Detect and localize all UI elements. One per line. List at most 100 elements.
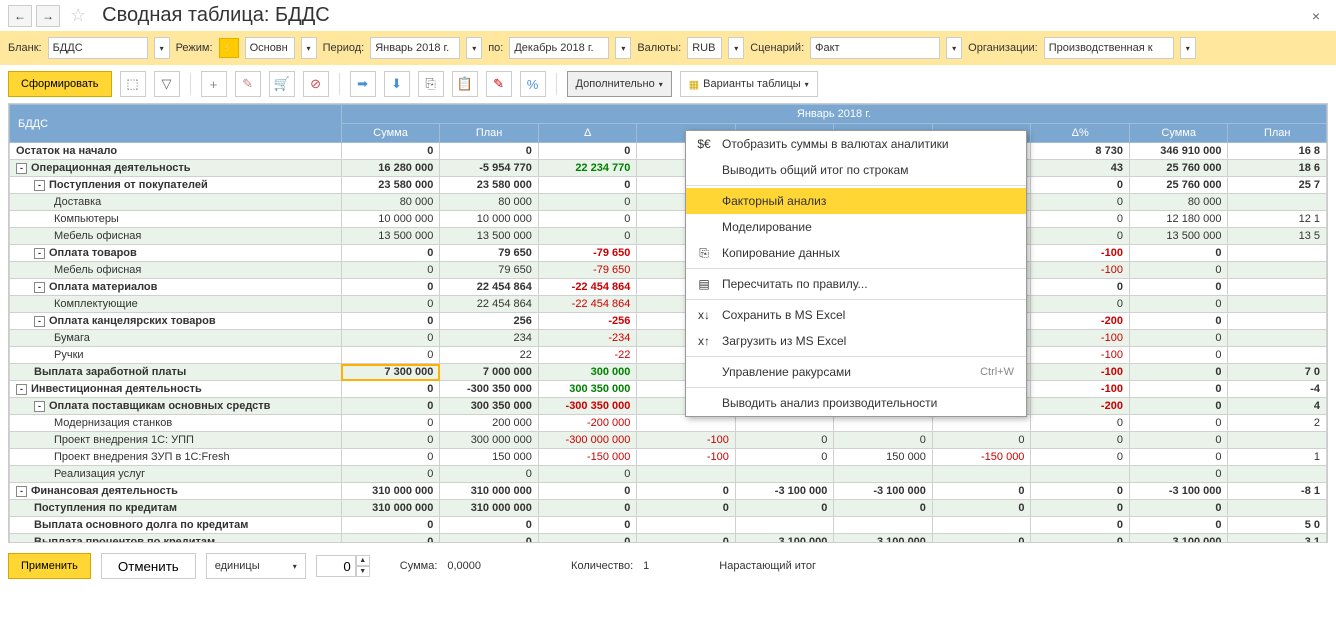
table-cell[interactable]: -300 350 000: [538, 398, 637, 415]
table-cell[interactable]: 80 000: [341, 194, 440, 211]
table-cell[interactable]: -79 650: [538, 262, 637, 279]
table-cell[interactable]: 0: [1031, 449, 1130, 466]
table-cell[interactable]: 0: [341, 347, 440, 364]
table-cell[interactable]: 0: [538, 517, 637, 534]
table-cell[interactable]: 0: [834, 500, 933, 517]
table-cell[interactable]: -100: [1031, 262, 1130, 279]
table-cell[interactable]: -300 000 000: [538, 432, 637, 449]
menu-item[interactable]: Выводить анализ производительности: [686, 390, 1026, 416]
table-cell[interactable]: [1228, 296, 1327, 313]
table-cell[interactable]: -5 954 770: [440, 160, 539, 177]
menu-item[interactable]: Факторный анализ: [686, 188, 1026, 214]
cancel-button[interactable]: Отменить: [101, 553, 196, 579]
table-row-label[interactable]: Ручки: [10, 347, 342, 364]
paste-icon[interactable]: 📋: [452, 71, 478, 97]
table-cell[interactable]: [637, 415, 736, 432]
extra-dropdown-button[interactable]: Дополнительно ▾: [567, 71, 672, 97]
nav-forward-button[interactable]: →: [36, 5, 60, 27]
table-cell[interactable]: 0: [932, 483, 1031, 500]
tree-toggle-icon[interactable]: -: [16, 486, 27, 497]
table-cell[interactable]: -256: [538, 313, 637, 330]
table-row-label[interactable]: -Оплата материалов: [10, 279, 342, 296]
table-row-label[interactable]: Реализация услуг: [10, 466, 342, 483]
table-cell[interactable]: 13 5: [1228, 228, 1327, 245]
table-column-header[interactable]: Сумма: [341, 124, 440, 143]
table-cell[interactable]: [834, 415, 933, 432]
table-cell[interactable]: 0: [637, 534, 736, 544]
table-cell[interactable]: -200: [1031, 398, 1130, 415]
table-cell[interactable]: 22: [440, 347, 539, 364]
favorite-star-icon[interactable]: ☆: [70, 5, 86, 26]
table-cell[interactable]: -3 100 000: [834, 483, 933, 500]
table-cell[interactable]: 18 6: [1228, 160, 1327, 177]
table-cell[interactable]: 0: [1129, 347, 1228, 364]
table-cell[interactable]: 12 1: [1228, 211, 1327, 228]
menu-item[interactable]: ⎘Копирование данных: [686, 240, 1026, 266]
table-cell[interactable]: 0: [1129, 330, 1228, 347]
table-cell[interactable]: 0: [1031, 194, 1130, 211]
table-cell[interactable]: -100: [1031, 364, 1130, 381]
table-cell[interactable]: [1228, 466, 1327, 483]
cube-icon[interactable]: ⬚: [120, 71, 146, 97]
table-cell[interactable]: 0: [1129, 398, 1228, 415]
table-cell[interactable]: [1228, 194, 1327, 211]
cart-icon[interactable]: 🛒: [269, 71, 295, 97]
table-cell[interactable]: 0: [1031, 483, 1130, 500]
table-cell[interactable]: 12 180 000: [1129, 211, 1228, 228]
tree-toggle-icon[interactable]: -: [34, 180, 45, 191]
org-dropdown[interactable]: ▾: [1180, 37, 1196, 59]
table-cell[interactable]: [1228, 313, 1327, 330]
tree-toggle-icon[interactable]: -: [34, 401, 45, 412]
table-row-label[interactable]: Выплата заработной платы: [10, 364, 342, 381]
table-cell[interactable]: [932, 517, 1031, 534]
table-cell[interactable]: 22 234 770: [538, 160, 637, 177]
table-cell[interactable]: 0: [637, 483, 736, 500]
table-cell[interactable]: 0: [1129, 245, 1228, 262]
table-row-label[interactable]: Комплектующие: [10, 296, 342, 313]
menu-item[interactable]: $€Отобразить суммы в валютах аналитики: [686, 131, 1026, 157]
table-cell[interactable]: [1228, 500, 1327, 517]
table-row-label[interactable]: Остаток на начало: [10, 143, 342, 160]
table-cell[interactable]: 300 000 000: [440, 432, 539, 449]
table-cell[interactable]: 0: [440, 534, 539, 544]
table-cell[interactable]: 310 000 000: [440, 500, 539, 517]
table-cell[interactable]: 4: [1228, 398, 1327, 415]
spinner-up[interactable]: ▲: [356, 555, 370, 566]
table-cell[interactable]: 0: [538, 177, 637, 194]
tree-toggle-icon[interactable]: -: [34, 248, 45, 259]
table-row-label[interactable]: Мебель офисная: [10, 262, 342, 279]
table-cell[interactable]: 5 0: [1228, 517, 1327, 534]
table-cell[interactable]: 7 000 000: [440, 364, 539, 381]
table-column-header[interactable]: План: [440, 124, 539, 143]
table-cell[interactable]: 0: [1031, 177, 1130, 194]
table-cell[interactable]: 0: [1031, 432, 1130, 449]
menu-item[interactable]: Управление ракурсамиCtrl+W: [686, 359, 1026, 385]
table-row-label[interactable]: Поступления по кредитам: [10, 500, 342, 517]
table-cell[interactable]: 3 100 000: [834, 534, 933, 544]
table-cell[interactable]: 0: [341, 143, 440, 160]
table-cell[interactable]: 0: [341, 330, 440, 347]
table-cell[interactable]: 23 580 000: [440, 177, 539, 194]
table-cell[interactable]: 0: [1129, 466, 1228, 483]
table-cell[interactable]: 0: [538, 228, 637, 245]
table-cell[interactable]: -234: [538, 330, 637, 347]
table-cell[interactable]: 7 0: [1228, 364, 1327, 381]
table-cell[interactable]: 0: [440, 143, 539, 160]
table-cell[interactable]: 0: [735, 449, 834, 466]
table-cell[interactable]: 80 000: [440, 194, 539, 211]
table-column-header[interactable]: Сумма: [1129, 124, 1228, 143]
table-cell[interactable]: 0: [538, 466, 637, 483]
table-cell[interactable]: 8 730: [1031, 143, 1130, 160]
table-cell[interactable]: 234: [440, 330, 539, 347]
table-row-label[interactable]: Проект внедрения 1С: УПП: [10, 432, 342, 449]
table-cell[interactable]: 0: [341, 415, 440, 432]
table-cell[interactable]: -100: [1031, 245, 1130, 262]
table-cell[interactable]: 310 000 000: [440, 483, 539, 500]
table-cell[interactable]: [637, 517, 736, 534]
table-cell[interactable]: 0: [440, 517, 539, 534]
table-cell[interactable]: 0: [1129, 432, 1228, 449]
table-cell[interactable]: 0: [1129, 449, 1228, 466]
table-cell[interactable]: 0: [341, 432, 440, 449]
table-cell[interactable]: 0: [341, 398, 440, 415]
menu-item[interactable]: x↓Сохранить в MS Excel: [686, 302, 1026, 328]
